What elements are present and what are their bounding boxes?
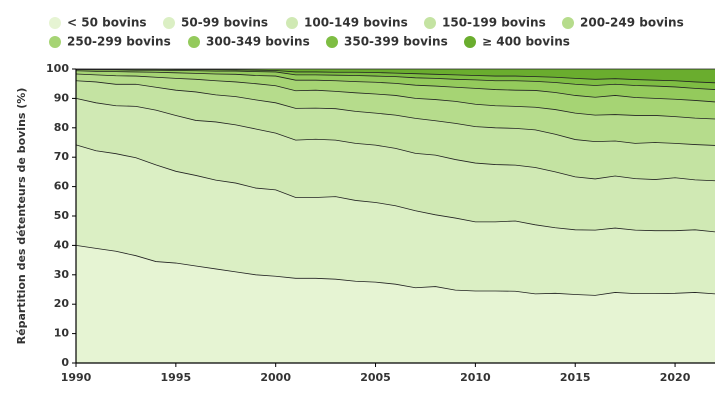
area [76,80,715,181]
x-tick-label: 1995 [161,371,192,384]
legend-label: 350-399 bovins [344,35,448,49]
legend-label: ≥ 400 bovins [482,35,570,49]
legend-swatch [424,17,436,29]
y-tick-label: 30 [54,268,70,281]
legend-swatch [326,36,338,48]
y-tick-label: 10 [54,327,70,340]
legend-label: 250-299 bovins [67,35,171,49]
area-edge [75,98,716,182]
x-tick-label: 1990 [61,371,92,384]
legend-swatch [464,36,476,48]
legend-label: 50-99 bovins [181,16,268,30]
area-edge [75,144,716,233]
area-edge [75,69,716,90]
x-tick-label: 2020 [660,371,691,384]
legend-swatch [163,17,175,29]
y-tick-label: 60 [54,180,70,193]
legend-label: 200-249 bovins [580,16,684,30]
area [76,245,715,363]
legend-swatch [286,17,298,29]
y-tick-label: 100 [46,62,69,75]
x-tick-label: 2010 [460,371,491,384]
y-tick-label: 90 [54,91,70,104]
legend-label: 150-199 bovins [442,16,546,30]
x-tick-label: 2005 [360,371,391,384]
area-edge [75,73,716,120]
legend-label: < 50 bovins [67,16,147,30]
area [76,69,715,83]
legend-swatch [49,36,61,48]
area-edge [75,70,716,103]
y-tick-label: 0 [61,356,69,369]
y-tick-label: 50 [54,209,70,222]
legend-label: 100-149 bovins [304,16,408,30]
area-edge [75,245,716,296]
area [76,70,715,119]
y-tick-label: 20 [54,297,70,310]
y-axis-label: Répartition des détenteurs de bovins (%) [15,88,28,345]
y-tick-label: 80 [54,121,70,134]
legend-swatch [562,17,574,29]
legend-swatch [188,36,200,48]
area [76,69,715,102]
area [76,144,715,296]
area [76,98,715,232]
y-tick-label: 40 [54,238,70,251]
x-tick-label: 2000 [260,371,291,384]
legend-swatch [49,17,61,29]
area-edge [75,68,716,84]
area-edge [75,80,716,146]
x-tick-label: 2015 [560,371,591,384]
legend-label: 300-349 bovins [206,35,310,49]
area [76,73,715,146]
y-tick-label: 70 [54,150,70,163]
